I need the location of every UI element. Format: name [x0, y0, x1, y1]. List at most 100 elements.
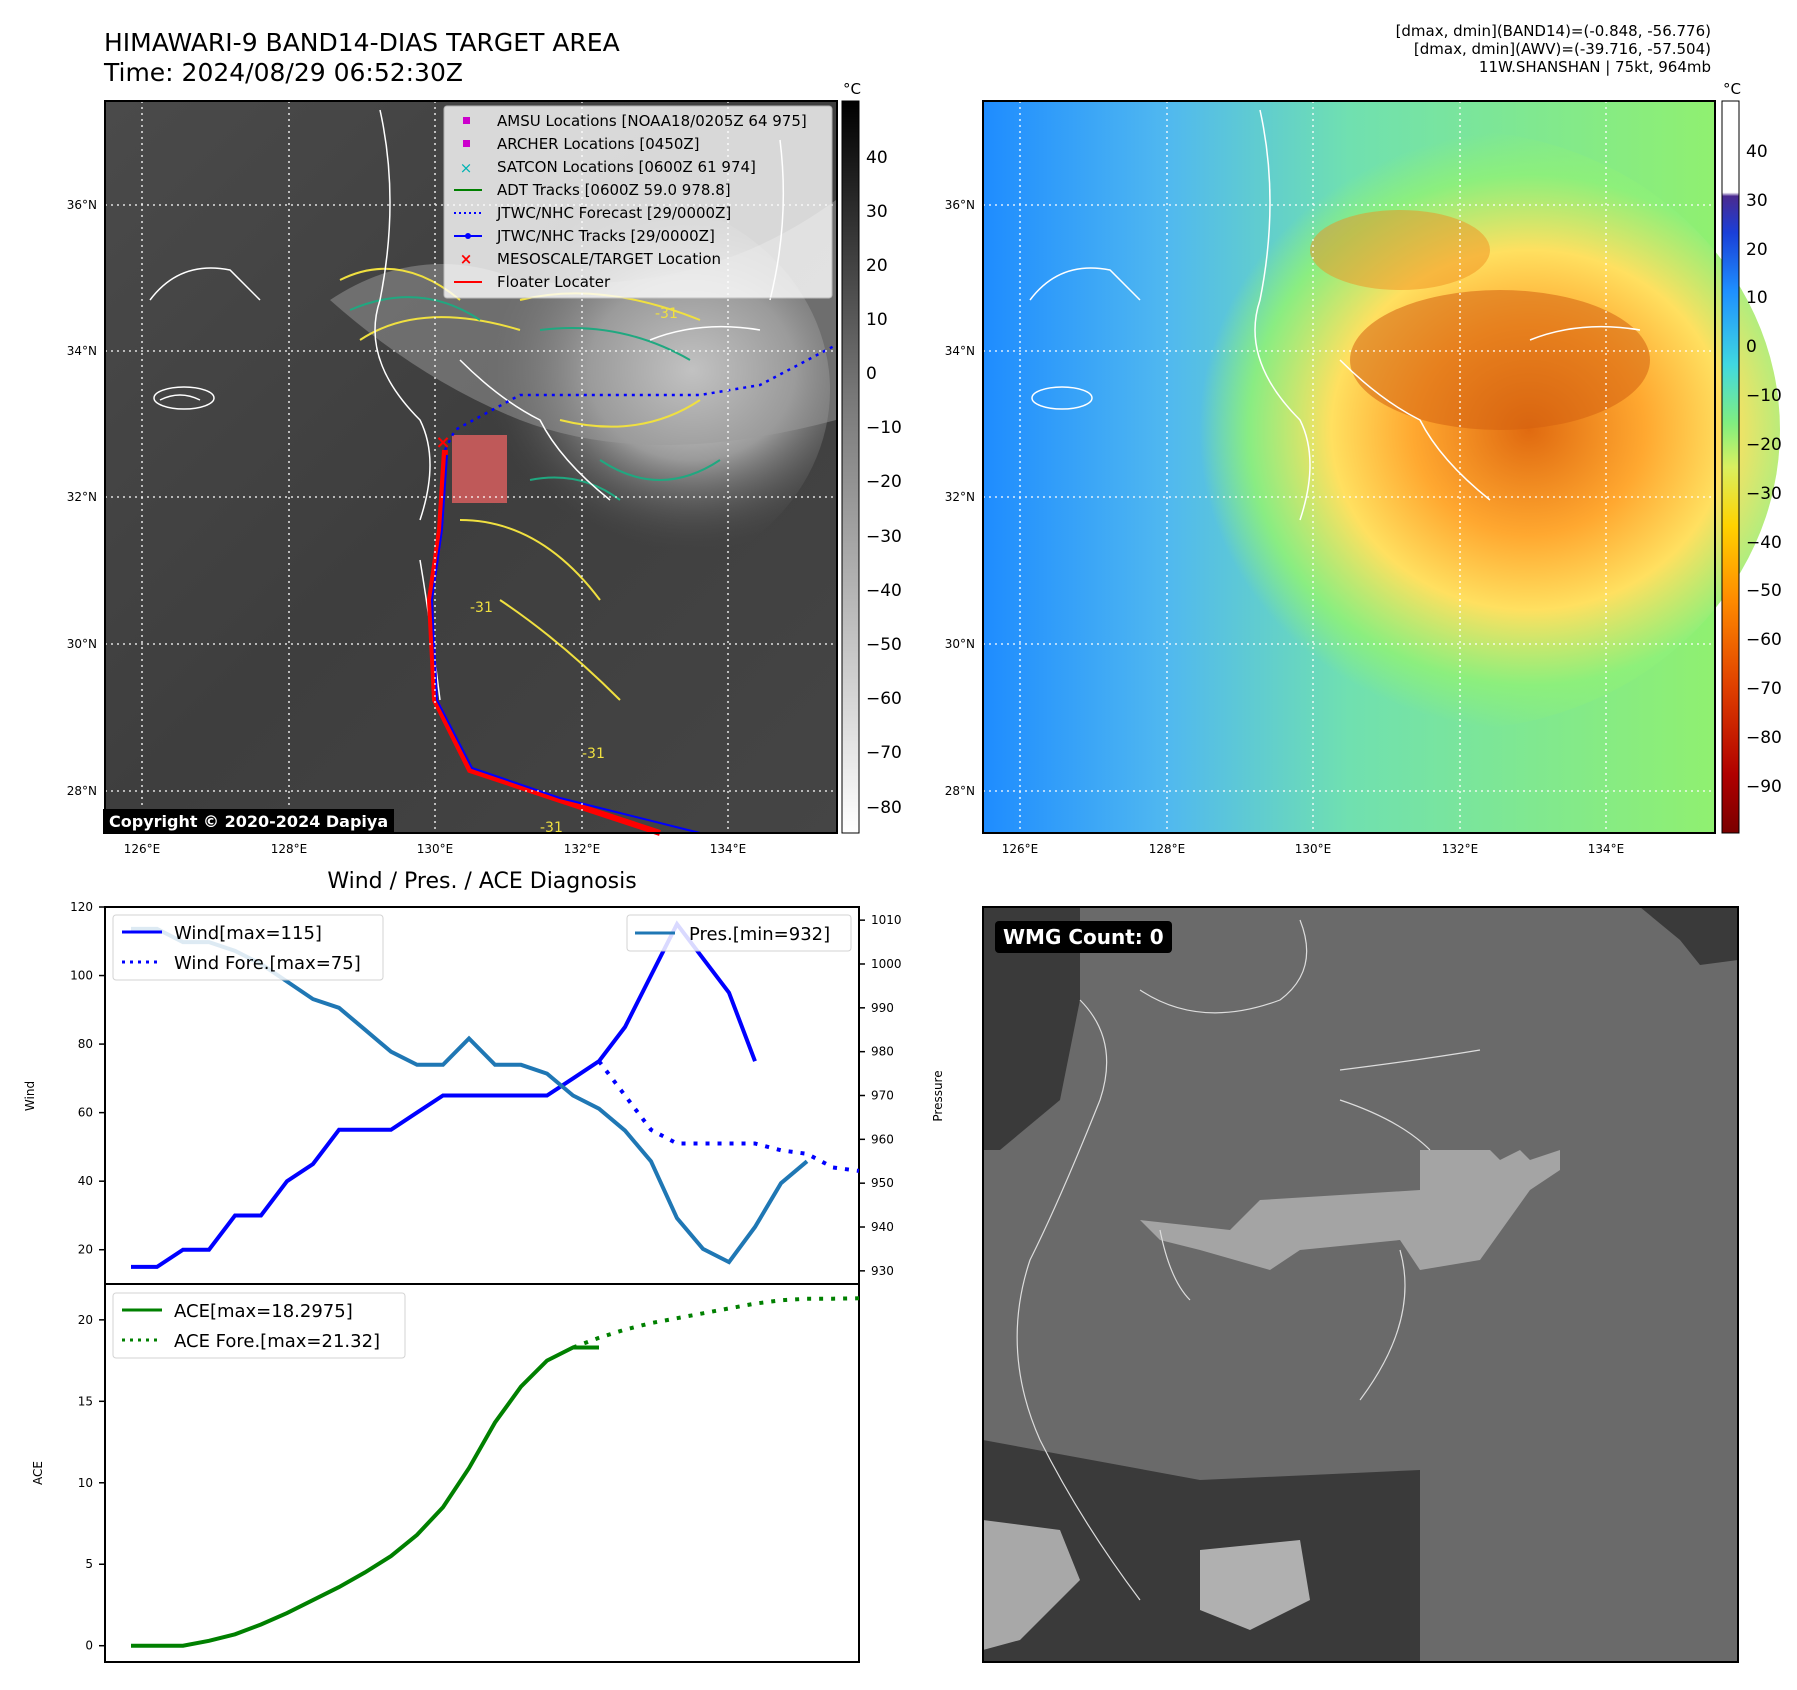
wmg-bright-region	[983, 1520, 1080, 1650]
wind-ytick-label: 100	[70, 969, 93, 983]
legend-item: ARCHER Locations [0450Z]	[463, 135, 700, 153]
colorbar-tick: 0	[866, 364, 877, 384]
colorbar-tick: −70	[866, 743, 902, 763]
wind-legend-box	[112, 914, 384, 981]
colorbar-tick: −20	[866, 472, 902, 492]
lon-label: 134°E	[710, 842, 747, 856]
pressure-ytick-label: 950	[871, 1176, 894, 1190]
lon-label: 130°E	[417, 842, 454, 856]
ace-legend-label: ACE[max=18.2975]	[174, 1301, 353, 1322]
ace-ytick-label: 0	[85, 1639, 93, 1653]
colorbar-tick: −50	[1746, 581, 1782, 601]
legend-swatch: ×	[460, 159, 473, 177]
lon-label: 130°E	[1295, 842, 1332, 856]
chart-time: Time: 2024/08/29 06:52:30Z	[104, 58, 463, 87]
lat-label: 34°N	[67, 344, 97, 358]
legend-swatch	[463, 117, 470, 124]
awv-range: [dmax, dmin](AWV)=(-39.716, -57.504)	[1413, 40, 1711, 58]
ace-legend-box	[112, 1292, 406, 1359]
pressure-axis-label: Pressure	[931, 1070, 945, 1121]
lat-label: 36°N	[67, 198, 97, 212]
storm-info: 11W.SHANSHAN | 75kt, 964mb	[1478, 58, 1711, 76]
wind-ytick-label: 120	[70, 900, 93, 914]
wmg-frame	[982, 906, 1739, 1663]
wmg-coastlines	[1016, 919, 1481, 1601]
ace-ytick-label: 20	[78, 1313, 93, 1327]
pressure-yticks: 930 940 950 960 970 980 990 1000 1010	[859, 913, 902, 1278]
wv-band	[1310, 210, 1490, 290]
colorbar-tick: 0	[1746, 337, 1757, 357]
colorbar-tick: −40	[1746, 533, 1782, 553]
lon-label: 128°E	[1149, 842, 1186, 856]
wv-warm-region	[1120, 130, 1780, 730]
contour-label: -31	[582, 746, 605, 762]
ir-cloud-band	[330, 200, 836, 445]
legend-box	[443, 105, 833, 299]
pressure-ytick-label: 930	[871, 1264, 894, 1278]
lat-label: 36°N	[945, 198, 975, 212]
wmg-panel	[982, 906, 1739, 1663]
wv-map-panel: °C 40 30 20 10 0 −10 −20 −30 −40 −50 −60…	[945, 80, 1782, 856]
legend-item: JTWC/NHC Tracks [29/0000Z]	[454, 227, 715, 245]
wind-ytick-label: 80	[78, 1037, 93, 1051]
diagnosis-title: Wind / Pres. / ACE Diagnosis	[327, 869, 636, 894]
legend-label: Floater Locater	[497, 273, 611, 291]
ir-map-frame	[104, 100, 838, 834]
colorbar-tick: −80	[1746, 728, 1782, 748]
ir-colorbar-ticks: 40 30 20 10 0 −10 −20 −30 −40 −50 −60 −7…	[866, 148, 902, 818]
target-area-box	[452, 435, 507, 503]
wind-yticks: 20 40 60 80 100 120	[70, 900, 105, 1257]
colorbar-tick: −50	[866, 635, 902, 655]
colorbar-tick: 40	[866, 148, 888, 168]
pressure-ytick-label: 980	[871, 1045, 894, 1059]
legend-label: MESOSCALE/TARGET Location	[497, 250, 721, 268]
stats-info: [dmax, dmin](BAND14)=(-0.848, -56.776) […	[1191, 22, 1711, 76]
wind-ytick-label: 40	[78, 1174, 93, 1188]
legend-item: AMSU Locations [NOAA18/0205Z 64 975]	[463, 112, 807, 130]
ir-colorbar-unit: °C	[843, 80, 861, 98]
ace-axis-label: ACE	[31, 1461, 45, 1485]
wind-ytick-label: 60	[78, 1106, 93, 1120]
lon-label: 128°E	[271, 842, 308, 856]
pressure-legend-label: Pres.[min=932]	[689, 924, 830, 945]
legend-label: SATCON Locations [0600Z 61 974]	[497, 158, 756, 176]
colorbar-tick: −60	[1746, 630, 1782, 650]
ace-yticks: 0 5 10 15 20	[78, 1313, 105, 1653]
wind-forecast-legend-label: Wind Fore.[max=75]	[174, 953, 361, 974]
pressure-legend-box	[626, 914, 852, 952]
chart-title: HIMAWARI-9 BAND14-DIAS TARGET AREA	[104, 28, 620, 57]
legend-item: × MESOSCALE/TARGET Location	[460, 250, 721, 268]
ir-map-panel: × -31 -31 -31 -31 AMSU Locations [NOAA18…	[67, 80, 902, 856]
colorbar-tick: 30	[866, 202, 888, 222]
colorbar-tick: −10	[866, 418, 902, 438]
wind-pressure-axes: 20 40 60 80 100 120 930 940 950 960 970 980 990 1000…	[23, 900, 945, 1285]
wmg-count-badge: WMG Count: 0	[995, 921, 1172, 953]
wmg-bright-region	[1140, 1150, 1560, 1270]
colorbar-tick: −80	[866, 798, 902, 818]
wind-axis-label: Wind	[23, 1081, 37, 1111]
colorbar-tick: −30	[1746, 484, 1782, 504]
legend-label: ADT Tracks [0600Z 59.0 978.8]	[497, 181, 731, 199]
lon-label: 134°E	[1588, 842, 1625, 856]
jtwc-forecast-track	[443, 343, 837, 451]
legend-label: ARCHER Locations [0450Z]	[497, 135, 700, 153]
wind-legend-label: Wind[max=115]	[174, 923, 322, 944]
wv-colorbar	[1721, 100, 1740, 834]
wv-coastlines	[1029, 109, 1641, 521]
colorbar-tick: 20	[866, 256, 888, 276]
legend-label: JTWC/NHC Forecast [29/0000Z]	[496, 204, 731, 222]
colorbar-tick: −60	[866, 689, 902, 709]
colorbar-tick: 40	[1746, 142, 1768, 162]
ir-contour-green	[349, 296, 721, 501]
lon-label: 126°E	[1002, 842, 1039, 856]
wmg-bright-region	[1200, 1540, 1310, 1630]
wv-map-frame	[982, 100, 1716, 834]
copyright-label: Copyright © 2020-2024 Dapiya	[103, 809, 395, 834]
lat-label: 28°N	[67, 784, 97, 798]
lon-label: 132°E	[564, 842, 601, 856]
diagnosis-charts: Wind / Pres. / ACE Diagnosis 20 40 60 80 100…	[23, 869, 945, 1663]
legend-swatch: ×	[460, 250, 473, 268]
ace-forecast-line	[572, 1296, 860, 1350]
wmg-dark-region	[1640, 907, 1738, 965]
